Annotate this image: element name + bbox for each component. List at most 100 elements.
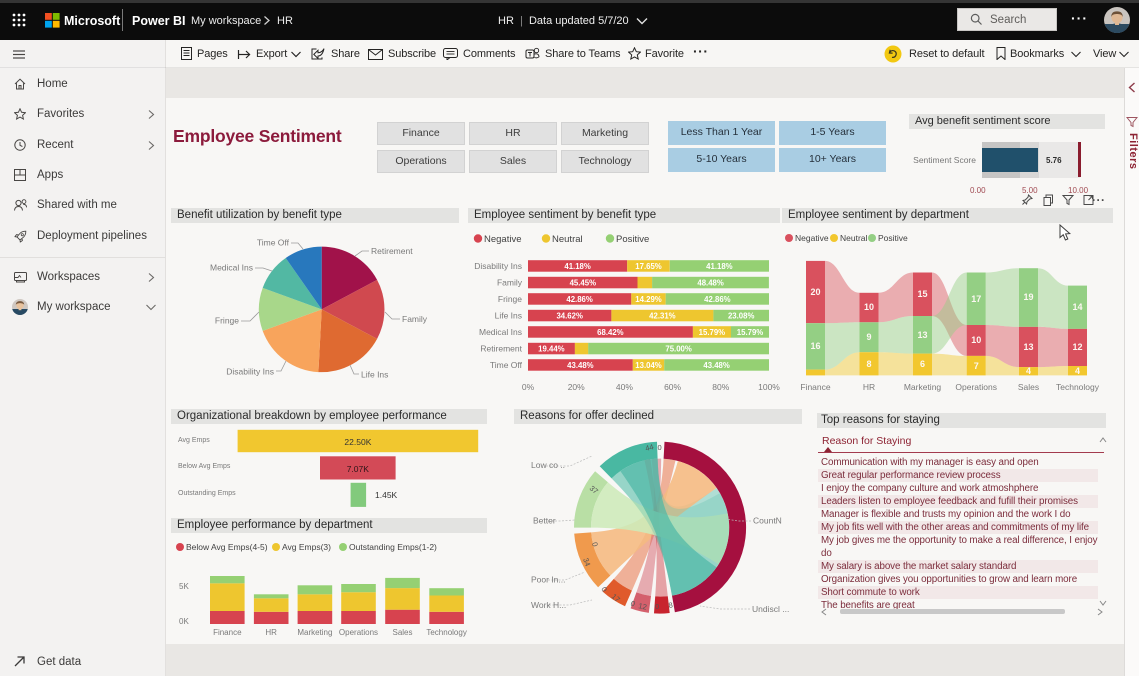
svg-text:20%: 20% [568,382,585,392]
svg-text:Fringe: Fringe [498,294,522,304]
svg-text:Family: Family [402,314,428,324]
svg-text:Marketing: Marketing [904,382,942,392]
svg-text:43.48%: 43.48% [567,361,594,370]
svg-text:20: 20 [810,287,820,297]
svg-text:Medical Ins: Medical Ins [210,263,253,273]
svg-text:Technology: Technology [1056,382,1100,392]
svg-text:13: 13 [917,330,927,340]
svg-text:7.07K: 7.07K [347,464,370,474]
svg-text:13: 13 [1023,342,1033,352]
svg-text:19.44%: 19.44% [538,345,565,354]
svg-text:Marketing: Marketing [297,628,332,637]
svg-text:13.04%: 13.04% [635,361,662,370]
svg-text:Work H...: Work H... [531,600,566,610]
svg-text:4: 4 [1026,366,1031,376]
svg-text:68.42%: 68.42% [597,328,624,337]
svg-text:Operations: Operations [339,628,378,637]
svg-text:Finance: Finance [213,628,242,637]
svg-text:Disability Ins: Disability Ins [474,261,522,271]
svg-text:12: 12 [1072,342,1082,352]
svg-text:Avg Emps: Avg Emps [178,437,210,444]
svg-text:5K: 5K [179,582,189,591]
svg-text:Family: Family [497,278,523,288]
svg-text:Sales: Sales [392,628,412,637]
svg-text:0K: 0K [179,617,189,626]
svg-text:Below Avg Emps(4-5): Below Avg Emps(4-5) [186,542,268,552]
svg-text:0%: 0% [522,382,535,392]
svg-text:80%: 80% [712,382,729,392]
svg-text:12: 12 [638,601,648,612]
svg-text:17.65%: 17.65% [635,262,662,271]
svg-text:23.08%: 23.08% [728,312,755,321]
svg-text:Outstanding Emps: Outstanding Emps [178,490,236,497]
svg-text:HR: HR [265,628,277,637]
svg-text:Medical Ins: Medical Ins [479,327,522,337]
svg-text:42.86%: 42.86% [566,295,593,304]
svg-text:Undiscl ...: Undiscl ... [752,604,789,614]
svg-text:Neutral: Neutral [552,234,583,245]
svg-text:41.18%: 41.18% [564,262,591,271]
svg-text:Finance: Finance [800,382,831,392]
svg-text:8: 8 [866,359,871,369]
svg-text:45.45%: 45.45% [570,279,597,288]
svg-text:8: 8 [668,600,674,610]
svg-text:1.45K: 1.45K [375,490,398,500]
svg-text:Neutral: Neutral [840,233,868,243]
svg-text:22.50K: 22.50K [344,437,371,447]
svg-text:75.00%: 75.00% [665,345,692,354]
svg-text:48.48%: 48.48% [697,279,724,288]
svg-text:100%: 100% [758,382,780,392]
svg-text:Disability Ins: Disability Ins [226,367,274,377]
svg-text:Outstanding Emps(1-2): Outstanding Emps(1-2) [349,542,437,552]
svg-text:42.31%: 42.31% [649,312,676,321]
svg-text:Below Avg Emps: Below Avg Emps [178,463,231,470]
svg-text:Retirement: Retirement [371,246,413,256]
svg-text:10: 10 [864,302,874,312]
svg-text:44: 44 [644,442,654,453]
svg-text:Time Off: Time Off [490,360,523,370]
svg-text:43.48%: 43.48% [703,361,730,370]
svg-text:Sales: Sales [1018,382,1039,392]
svg-text:0: 0 [629,599,637,609]
svg-text:34.62%: 34.62% [556,312,583,321]
svg-text:16: 16 [810,341,820,351]
svg-text:10: 10 [971,335,981,345]
svg-text:14: 14 [1072,302,1082,312]
svg-text:Operations: Operations [955,382,997,392]
svg-text:0: 0 [599,585,609,594]
svg-text:60%: 60% [664,382,681,392]
svg-text:Life Ins: Life Ins [495,311,522,321]
svg-text:HR: HR [863,382,875,392]
svg-text:Better: Better [533,516,556,526]
svg-text:Negative: Negative [795,233,829,243]
svg-text:42.86%: 42.86% [704,295,731,304]
svg-text:Technology: Technology [426,628,466,637]
svg-text:0: 0 [658,443,662,452]
svg-text:14.29%: 14.29% [635,295,662,304]
svg-text:7: 7 [974,361,979,371]
svg-text:15: 15 [917,289,927,299]
svg-text:19: 19 [1023,292,1033,302]
svg-text:Avg Emps(3): Avg Emps(3) [282,542,331,552]
svg-text:CountN: CountN [753,516,782,526]
svg-text:6: 6 [920,359,925,369]
svg-text:Positive: Positive [616,234,649,245]
svg-text:Retirement: Retirement [480,344,522,354]
svg-text:0: 0 [590,541,600,547]
svg-text:0: 0 [655,602,659,611]
svg-text:40%: 40% [616,382,633,392]
svg-text:Time Off: Time Off [257,238,290,248]
svg-text:Life Ins: Life Ins [361,370,388,380]
svg-text:41.18%: 41.18% [706,262,733,271]
svg-text:Fringe: Fringe [215,316,239,326]
svg-text:4: 4 [1075,366,1080,376]
svg-text:9: 9 [866,332,871,342]
svg-text:Poor In...: Poor In... [531,575,566,585]
svg-text:Negative: Negative [484,234,522,245]
svg-text:17: 17 [971,294,981,304]
svg-text:15.79%: 15.79% [699,328,726,337]
svg-text:Positive: Positive [878,233,908,243]
svg-text:34: 34 [581,557,592,568]
svg-text:Low co ..: Low co .. [531,460,565,470]
svg-text:15.79%: 15.79% [737,328,764,337]
